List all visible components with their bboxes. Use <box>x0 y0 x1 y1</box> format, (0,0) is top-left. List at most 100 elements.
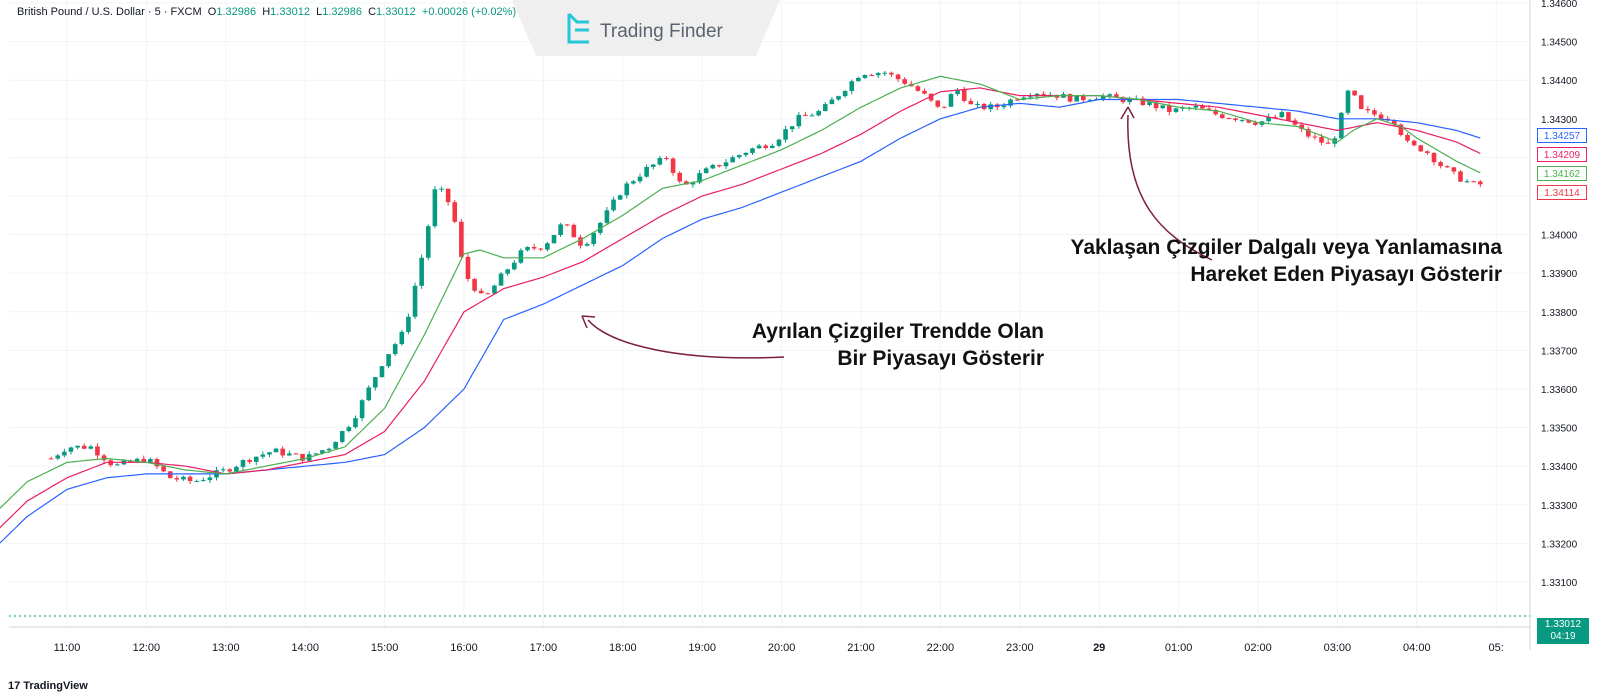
candle-body <box>293 453 299 455</box>
candle-body <box>346 427 352 432</box>
candle-body <box>809 115 815 117</box>
close-value: 1.33012 <box>376 6 416 18</box>
candle-body <box>227 469 233 472</box>
watermark-banner <box>512 0 780 56</box>
candle-body <box>326 448 332 451</box>
candle-body <box>240 460 246 467</box>
candle-body <box>333 441 338 449</box>
candle-body <box>392 344 398 355</box>
diverging-annotation: Ayrılan Çizgiler Trendde Olan Bir Piyasa… <box>700 318 1044 372</box>
candle-body <box>915 86 921 91</box>
symbol-header[interactable]: British Pound / U.S. Dollar · 5 · FXCM O… <box>17 6 516 18</box>
candle-body <box>1001 105 1007 108</box>
candle-body <box>1266 116 1271 122</box>
candle-body <box>1219 114 1225 119</box>
price-tick-label: 1.33300 <box>1541 501 1578 512</box>
last-candle-price-tag: 1.34114 <box>1537 185 1587 200</box>
red-ma-price-tag: 1.34209 <box>1537 147 1587 162</box>
time-tick-label: 18:00 <box>609 642 637 654</box>
candle-body <box>551 235 557 244</box>
candle-body <box>829 99 835 105</box>
candle-body <box>756 145 762 149</box>
candle-body <box>902 79 907 84</box>
candle-body <box>1392 120 1397 125</box>
candle-body <box>545 243 550 250</box>
candle-body <box>617 195 623 200</box>
time-tick-label: 05: <box>1489 642 1504 654</box>
candle-body <box>975 103 980 105</box>
time-tick-label: 22:00 <box>927 642 955 654</box>
candle-body <box>101 455 107 461</box>
time-tick-label: 03:00 <box>1324 642 1352 654</box>
candle-body <box>816 111 821 116</box>
tradingview-brand[interactable]: 17 TradingView <box>8 680 88 692</box>
price-scale[interactable]: 1.346001.345001.344001.343001.342001.341… <box>1541 0 1578 589</box>
candle-body <box>1279 112 1285 118</box>
candle-body <box>1014 99 1020 101</box>
candle-body <box>750 148 755 153</box>
time-tick-label: 01:00 <box>1165 642 1193 654</box>
candle-body <box>81 445 87 449</box>
candle-body <box>703 168 709 174</box>
candle-body <box>1458 171 1463 182</box>
green-ma-price-tag: 1.34162 <box>1537 166 1587 181</box>
candle-body <box>220 469 226 471</box>
candle-body <box>736 155 742 158</box>
candle-body <box>300 453 305 461</box>
candle-body <box>1008 99 1013 106</box>
candle-body <box>1206 108 1212 110</box>
candle-body <box>412 285 418 317</box>
time-tick-label: 19:00 <box>688 642 716 654</box>
candle-body <box>465 256 471 279</box>
time-tick-label: 23:00 <box>1006 642 1034 654</box>
candle-body <box>1127 98 1132 103</box>
time-tick-label: 12:00 <box>133 642 161 654</box>
time-tick-label: 29 <box>1093 642 1105 654</box>
price-tick-label: 1.34500 <box>1541 38 1578 49</box>
candle-body <box>55 455 61 459</box>
candle-body <box>849 81 855 91</box>
candle-body <box>148 459 153 463</box>
candle-body <box>1312 136 1318 138</box>
candle-body <box>604 210 610 223</box>
candle-body <box>339 431 345 442</box>
candle-body <box>1253 122 1258 125</box>
candle-body <box>743 152 749 156</box>
candle-body <box>1140 98 1146 105</box>
candle-body <box>95 446 100 456</box>
candle-body <box>472 278 477 291</box>
candle-body <box>770 145 775 149</box>
candle-body <box>1464 181 1470 183</box>
candle-body <box>1352 90 1357 96</box>
candle-body <box>194 481 199 483</box>
candle-body <box>48 458 54 460</box>
price-tick-label: 1.33700 <box>1541 346 1578 357</box>
candle-body <box>181 476 186 480</box>
high-label: H <box>262 6 271 18</box>
converging-arrow <box>1127 114 1213 261</box>
diverging-annotation-line1: Ayrılan Çizgiler Trendde Olan <box>751 320 1044 343</box>
candle-body <box>684 181 689 185</box>
candle-body <box>1233 118 1238 121</box>
candle-body <box>260 454 266 457</box>
candle-body <box>538 248 544 250</box>
time-scale[interactable]: 11:00 12:00 13:00 14:00 15:00 16:00 17:00 18:00… <box>54 642 1504 654</box>
candle-body <box>459 221 464 257</box>
candle-body <box>399 331 405 345</box>
candle-body <box>386 354 391 367</box>
candle-body <box>1325 142 1331 144</box>
time-tick-label: 16:00 <box>450 642 478 654</box>
candle-body <box>1365 108 1371 111</box>
bar-countdown: 04:19 <box>1550 631 1576 642</box>
candle-body <box>1299 124 1304 130</box>
candle-body <box>141 458 147 463</box>
current-price-value: 1.33012 <box>1544 619 1582 630</box>
candle-body <box>637 176 643 182</box>
candle-body <box>631 181 636 184</box>
candle-body <box>1418 145 1424 152</box>
candle-body <box>287 453 292 456</box>
candle-body <box>75 445 80 448</box>
diverging-annotation-line2: Bir Piyasayı Gösterir <box>837 347 1044 370</box>
